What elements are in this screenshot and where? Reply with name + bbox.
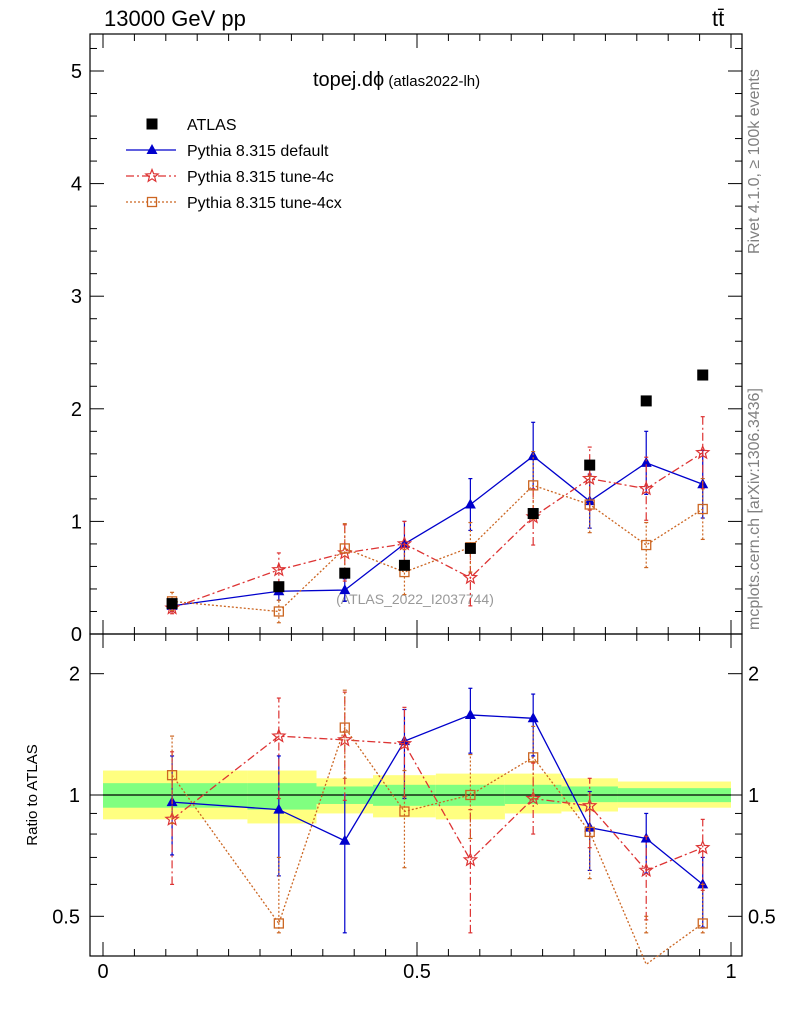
main-point-data: [398, 559, 410, 571]
ratio-y-axis: 0.5 0.5 1 1 2 2: [52, 664, 776, 929]
legend: ATLAS Pythia 8.315 default Pythia 8.315 tu…: [126, 117, 342, 212]
main-point-tune4c: [396, 535, 413, 551]
main-point-tune4c: [581, 470, 598, 486]
main-line-default: [171, 455, 703, 607]
ratio-point-default: [273, 803, 285, 814]
main-line-tune4c: [171, 452, 704, 609]
ratio-point-tune4cx: [584, 826, 595, 838]
ratio-y-axis-label: Ratio to ATLAS: [24, 744, 41, 845]
ratio-point-tune4cx: [528, 752, 539, 763]
ratio-point-tune4c: [525, 790, 542, 806]
ratio-point-tune4cx: [166, 770, 178, 781]
ratio-point-default: [339, 834, 351, 845]
main-point-data: [339, 567, 351, 579]
legend-marker-tune4c: [144, 167, 160, 183]
ratio-y-tick-label-right: 0.5: [748, 906, 776, 928]
main-y-tick-label: 1: [71, 511, 82, 533]
main-point-tune4c: [638, 480, 654, 496]
main-series-tune4c: [164, 416, 711, 615]
mcplots-source-label: mcplots.cern.ch [arXiv:1306.3436]: [746, 388, 763, 630]
main-point-data: [697, 369, 709, 381]
main-point-tune4cx: [584, 499, 595, 510]
main-point-tune4c: [462, 569, 479, 585]
legend-label-tune4cx: Pythia 8.315 tune-4cx: [187, 195, 342, 212]
main-point-default: [640, 456, 652, 467]
ratio-point-tune4c: [337, 731, 353, 747]
main-title-subtitle: (atlas2022-lh): [384, 73, 480, 90]
main-point-data: [527, 508, 539, 520]
ratio-point-tune4cx: [339, 722, 350, 733]
main-title-text: topej.dϕ (atlas2022-lh): [313, 69, 480, 91]
analysis-watermark: (ATLAS_2022_I2037744): [336, 591, 494, 607]
main-point-data: [273, 581, 285, 593]
legend-marker-data: [146, 118, 158, 130]
header-process-label: tt̄: [712, 6, 725, 31]
main-title-name: topej.dϕ: [313, 69, 384, 91]
legend-marker-tune4cx: [146, 196, 158, 208]
main-point-default: [464, 498, 476, 509]
ratio-line-tune4cx: [171, 726, 704, 966]
ratio-line-tune4c: [171, 735, 703, 872]
main-series-default: [166, 421, 709, 613]
main-point-tune4cx: [697, 503, 708, 515]
ratio-point-tune4c: [581, 797, 598, 813]
main-title: topej.dϕ (atlas2022-lh): [313, 69, 480, 91]
legend-marker-default: [146, 144, 158, 154]
main-series-data: [166, 369, 709, 610]
main-y-tick-label: 5: [71, 61, 82, 83]
main-y-tick-label: 2: [71, 399, 82, 421]
main-point-tune4cx: [528, 480, 539, 491]
ratio-y-tick-label-right: 2: [748, 664, 759, 686]
x-tick-label: 1: [725, 961, 736, 983]
ratio-series-tune4cx: [166, 689, 708, 966]
ratio-point-tune4cx: [399, 806, 410, 817]
ratio-point-tune4cx: [465, 789, 476, 801]
main-y-tick-label: 3: [71, 286, 82, 308]
main-point-tune4cx: [641, 539, 652, 551]
header-energy-label: 13000 GeV pp: [104, 6, 246, 31]
ratio-point-tune4c: [396, 735, 413, 751]
ratio-point-default: [398, 735, 410, 746]
main-point-tune4c: [271, 561, 287, 577]
ratio-point-tune4cx: [273, 918, 284, 929]
main-point-data: [166, 598, 178, 610]
main-point-data: [584, 459, 596, 471]
rivet-version-label: Rivet 4.1.0, ≥ 100k events: [746, 69, 763, 254]
ratio-point-tune4c: [462, 851, 479, 867]
ratio-point-default: [464, 708, 476, 719]
main-point-tune4c: [695, 444, 711, 460]
ratio-series-tune4c: [164, 691, 711, 934]
legend-label-data: ATLAS: [187, 117, 237, 134]
ratio-y-tick-label-right: 1: [748, 785, 759, 807]
x-tick-label: 0: [97, 961, 108, 983]
ratio-band-green: [247, 783, 317, 810]
ratio-y-tick-label: 0.5: [52, 906, 80, 928]
x-tick-label: 0.5: [403, 961, 431, 983]
ratio-y-tick-label: 2: [69, 664, 80, 686]
ratio-point-tune4c: [271, 727, 287, 743]
ratio-point-tune4c: [638, 862, 654, 878]
main-point-data: [464, 542, 476, 554]
ratio-y-tick-label: 1: [69, 785, 80, 807]
ratio-uncertainty-bands: [103, 770, 731, 824]
legend-label-tune4c: Pythia 8.315 tune-4c: [187, 169, 334, 186]
main-y-axis: 0 1 2 3 4 5: [71, 47, 742, 646]
ratio-point-tune4c: [695, 839, 711, 855]
ratio-point-default: [527, 712, 539, 723]
legend-label-default: Pythia 8.315 default: [187, 143, 329, 160]
ratio-point-tune4cx: [697, 918, 708, 929]
main-point-data: [640, 395, 652, 407]
main-point-default: [339, 584, 351, 595]
main-y-tick-label: 0: [71, 624, 82, 646]
main-point-tune4cx: [273, 606, 284, 617]
main-point-tune4cx: [339, 543, 350, 554]
main-y-tick-label: 4: [71, 174, 82, 196]
x-axis: 0 0.5 1: [97, 34, 737, 983]
